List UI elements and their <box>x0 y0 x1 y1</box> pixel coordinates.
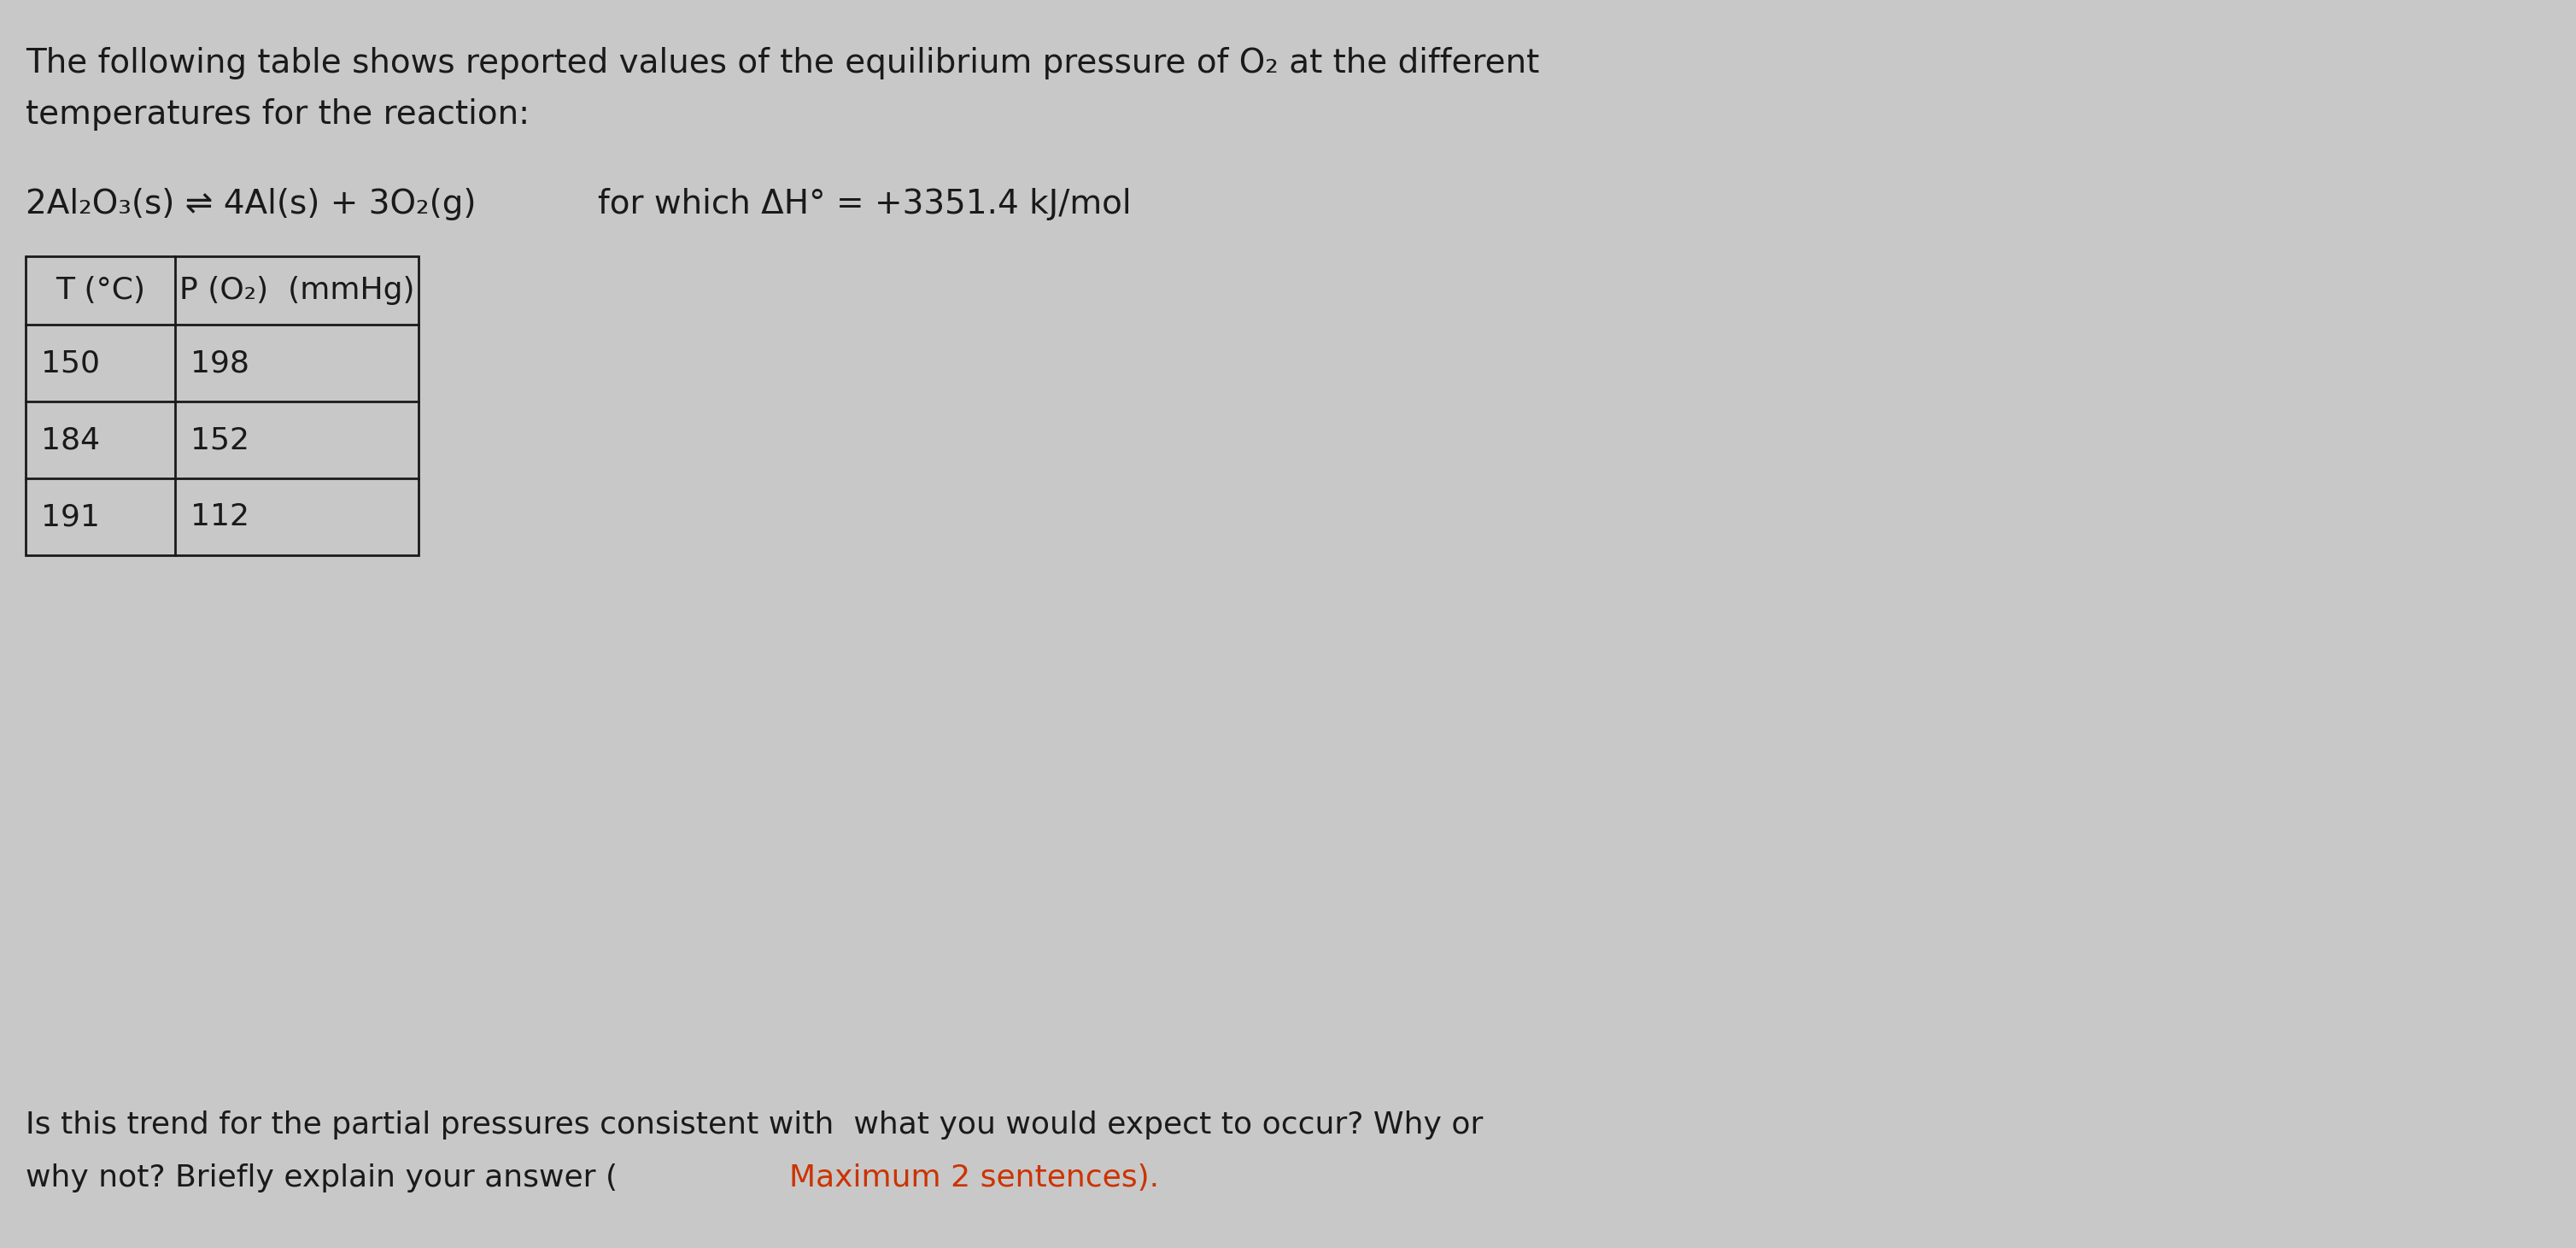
Text: 152: 152 <box>191 426 250 454</box>
Text: 112: 112 <box>191 502 250 532</box>
Text: why not? Briefly explain your answer (: why not? Briefly explain your answer ( <box>26 1163 618 1193</box>
Text: temperatures for the reaction:: temperatures for the reaction: <box>26 99 531 131</box>
Text: 2Al₂O₃(s) ⇌ 4Al(s) + 3O₂(g): 2Al₂O₃(s) ⇌ 4Al(s) + 3O₂(g) <box>26 188 477 221</box>
Text: 191: 191 <box>41 502 100 532</box>
Text: 184: 184 <box>41 426 100 454</box>
Bar <box>26 256 417 555</box>
Text: 198: 198 <box>191 348 250 378</box>
Text: The following table shows reported values of the equilibrium pressure of O₂ at t: The following table shows reported value… <box>26 47 1540 80</box>
Text: T (°C): T (°C) <box>57 276 144 305</box>
Text: Is this trend for the partial pressures consistent with  what you would expect t: Is this trend for the partial pressures … <box>26 1111 1484 1139</box>
Text: P (O₂)  (mmHg): P (O₂) (mmHg) <box>180 276 415 305</box>
Text: 150: 150 <box>41 348 100 378</box>
Text: for which ΔH° = +3351.4 kJ/mol: for which ΔH° = +3351.4 kJ/mol <box>598 188 1131 221</box>
Text: Maximum 2 sentences).: Maximum 2 sentences). <box>788 1163 1159 1193</box>
